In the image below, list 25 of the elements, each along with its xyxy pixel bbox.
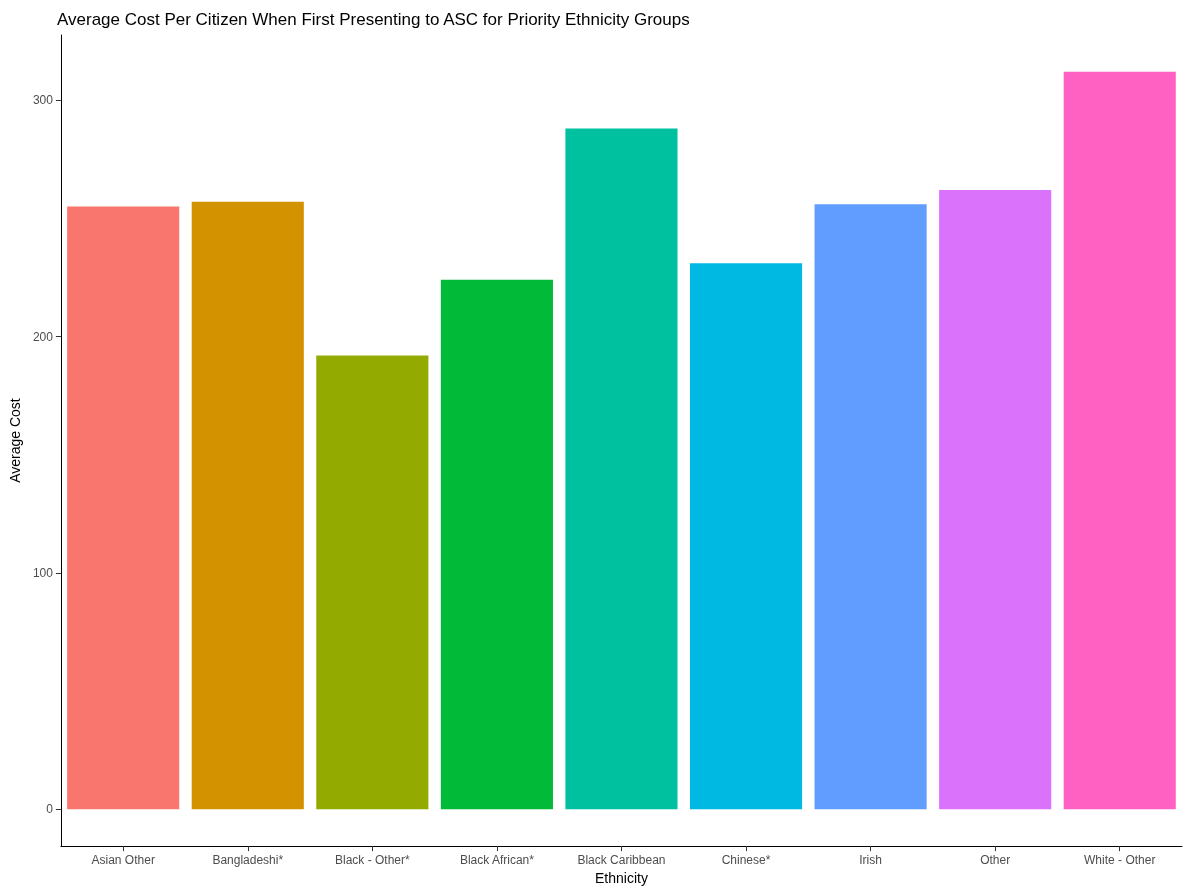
y-tick-label: 100 <box>32 565 54 580</box>
x-tick-label: Black - Other* <box>334 853 410 868</box>
y-axis-title: Average Cost <box>7 398 23 483</box>
bar <box>191 201 304 810</box>
x-tick-label: Irish <box>859 853 882 868</box>
y-tick-label: 0 <box>46 802 54 817</box>
bar <box>814 204 927 810</box>
x-tick-label: White - Other <box>1084 853 1156 868</box>
x-tick-label: Other <box>980 853 1011 868</box>
x-tick-label: Black Caribbean <box>577 853 666 868</box>
x-tick-label: Asian Other <box>91 853 155 868</box>
chart-title: Average Cost Per Citizen When First Presenting to ASC for Priority Ethnicity Groups <box>57 10 690 29</box>
y-tick-label: 300 <box>32 93 54 108</box>
bar <box>440 279 553 810</box>
bar <box>689 263 803 810</box>
x-tick-label: Bangladeshi* <box>212 853 284 868</box>
bar <box>316 355 429 810</box>
y-tick-label: 200 <box>32 329 54 344</box>
bar <box>67 206 180 810</box>
bar <box>1063 71 1176 810</box>
bar <box>565 128 678 810</box>
x-axis-title: Ethnicity <box>595 870 648 886</box>
x-tick-label: Black African* <box>459 853 535 868</box>
x-tick-label: Chinese* <box>721 853 771 868</box>
bar <box>939 190 1052 810</box>
